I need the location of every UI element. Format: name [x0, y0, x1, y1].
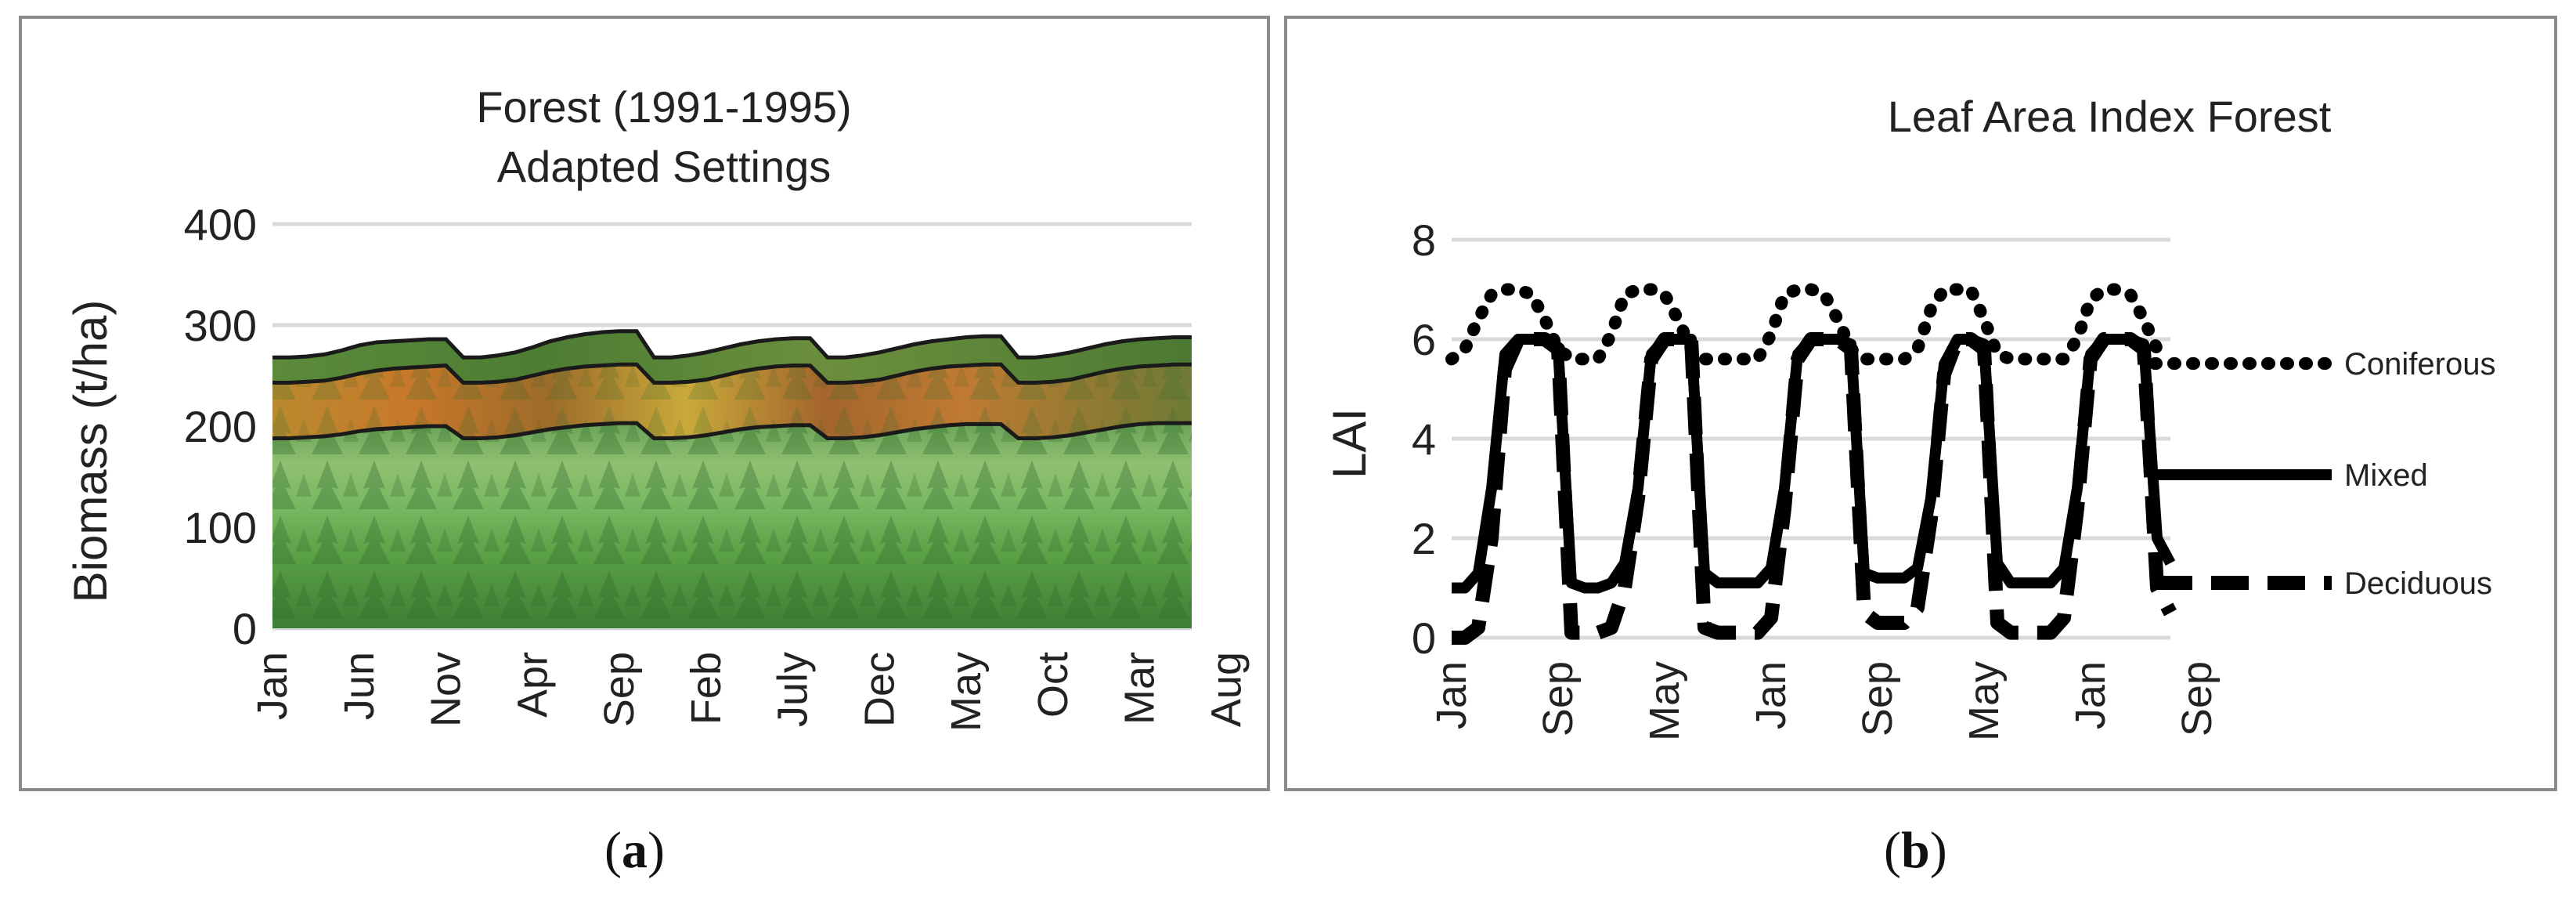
- lai-series-line-deciduous: [1452, 332, 2177, 645]
- biomass-x-tick-label: July: [770, 652, 817, 727]
- lai-series-line-coniferous: [1445, 283, 2177, 366]
- lai-chart: 0 2 4 6 8 Jan Sep May Jan Sep May Jan Sep Coniferou…: [1323, 92, 2495, 741]
- biomass-x-tick-label: Dec: [856, 652, 903, 727]
- lai-lines: [1445, 283, 2177, 645]
- biomass-x-tick-label: Oct: [1030, 652, 1077, 718]
- lai-legend-label: Coniferous: [2344, 347, 2495, 382]
- biomass-x-tick-label: Sep: [596, 652, 643, 727]
- biomass-x-tick-label: Nov: [423, 652, 470, 727]
- lai-y-tick-label: 8: [1412, 215, 1436, 265]
- biomass-y-tick-label: 100: [184, 503, 257, 552]
- lai-chart-title: Leaf Area Index Forest: [1888, 92, 2332, 141]
- biomass-x-tick-label: Mar: [1117, 652, 1164, 725]
- biomass-y-tick-label: 200: [184, 402, 257, 451]
- biomass-chart-title: Forest (1991-1995): [476, 82, 851, 132]
- biomass-area-lower-texture: [272, 423, 1192, 628]
- panel-a-biomass: 0 100 200 300 400 Jan Jun Nov Apr Sep Feb July Dec M…: [19, 16, 1270, 791]
- biomass-area-upper: [272, 331, 1192, 383]
- lai-x-tick-labels: Jan Sep May Jan Sep May Jan Sep: [1428, 661, 2221, 741]
- biomass-series-line-1: [272, 421, 1192, 440]
- caption-a: (a): [604, 822, 665, 879]
- biomass-y-axis-label: Biomass (t/ha): [64, 300, 117, 603]
- caption-a-letter: a: [621, 822, 648, 879]
- lai-x-tick-label: Sep: [1854, 661, 1901, 736]
- lai-x-tick-label: May: [1641, 661, 1688, 741]
- panel-b-lai: 0 2 4 6 8 Jan Sep May Jan Sep May Jan Sep Coniferou…: [1284, 16, 2557, 791]
- lai-legend-label: Mixed: [2344, 458, 2428, 493]
- lai-y-tick-labels: 0 2 4 6 8: [1412, 215, 1436, 663]
- biomass-lines: [272, 329, 1192, 440]
- biomass-y-tick-label: 0: [233, 604, 257, 653]
- biomass-y-tick-labels: 0 100 200 300 400: [184, 200, 257, 653]
- biomass-x-tick-label: Apr: [509, 652, 556, 718]
- lai-x-tick-label: Jan: [1748, 661, 1795, 729]
- biomass-areas: [272, 331, 1192, 628]
- lai-x-tick-label: Sep: [2174, 661, 2221, 736]
- lai-y-axis-label: LAI: [1323, 408, 1376, 479]
- biomass-x-tick-label: May: [943, 652, 990, 732]
- lai-x-tick-label: Jan: [1428, 661, 1475, 729]
- biomass-series-line-2: [272, 362, 1192, 385]
- lai-y-tick-label: 0: [1412, 613, 1436, 663]
- lai-x-tick-label: Jan: [2067, 661, 2114, 729]
- biomass-y-tick-label: 400: [184, 200, 257, 249]
- lai-legend-label: Deciduous: [2344, 566, 2492, 601]
- biomass-x-tick-labels: Jan Jun Nov Apr Sep Feb July Dec May Oct Mar Aug: [249, 652, 1250, 732]
- biomass-x-tick-label: Jun: [336, 652, 383, 720]
- biomass-chart: 0 100 200 300 400 Jan Jun Nov Apr Sep Feb July Dec M…: [64, 82, 1250, 732]
- lai-y-tick-label: 2: [1412, 514, 1436, 563]
- biomass-y-tick-label: 300: [184, 301, 257, 350]
- caption-b: (b): [1884, 822, 1947, 879]
- biomass-x-tick-label: Aug: [1203, 652, 1250, 727]
- lai-y-tick-label: 6: [1412, 315, 1436, 364]
- biomass-chart-subtitle: Adapted Settings: [497, 142, 832, 191]
- lai-x-tick-label: May: [1961, 661, 2008, 741]
- lai-x-tick-label: Sep: [1535, 661, 1582, 736]
- lai-y-tick-label: 4: [1412, 414, 1436, 464]
- lai-legend: Coniferous Mixed Deciduous: [2148, 347, 2495, 601]
- biomass-x-tick-label: Feb: [683, 652, 730, 725]
- biomass-x-tick-label: Jan: [249, 652, 296, 720]
- caption-b-letter: b: [1900, 822, 1930, 879]
- biomass-series-line-3: [272, 329, 1192, 360]
